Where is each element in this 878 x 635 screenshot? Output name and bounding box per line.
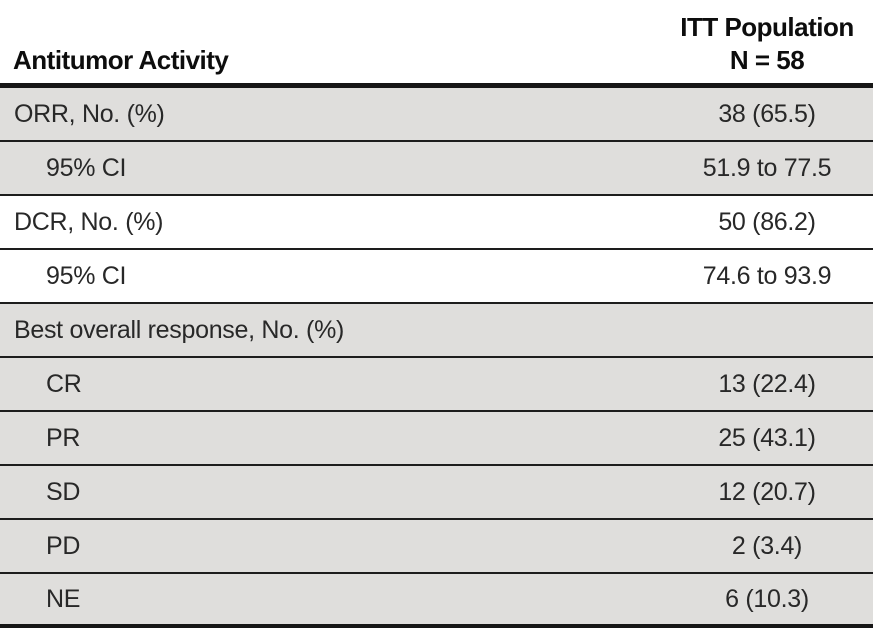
row-value: 50 (86.2) bbox=[718, 207, 816, 236]
row-label: PR bbox=[46, 423, 81, 452]
table-row-best-overall-response: Best overall response, No. (%) bbox=[0, 304, 873, 358]
table-row-sd: SD 12 (20.7) bbox=[0, 466, 873, 520]
table-row-orr: ORR, No. (%) 38 (65.5) bbox=[0, 88, 873, 142]
table-row-pr: PR 25 (43.1) bbox=[0, 412, 873, 466]
row-value: 6 (10.3) bbox=[725, 584, 809, 613]
table-row-cr: CR 13 (22.4) bbox=[0, 358, 873, 412]
row-value: 38 (65.5) bbox=[718, 99, 816, 128]
row-label: 95% CI bbox=[46, 261, 127, 290]
table-row-dcr-ci: 95% CI 74.6 to 93.9 bbox=[0, 250, 873, 304]
column-header-antitumor-activity: Antitumor Activity bbox=[13, 45, 229, 75]
row-label: ORR, No. (%) bbox=[14, 99, 165, 128]
row-label: 95% CI bbox=[46, 153, 127, 182]
row-label: NE bbox=[46, 584, 81, 613]
row-label: DCR, No. (%) bbox=[14, 207, 164, 236]
row-value: 13 (22.4) bbox=[718, 369, 816, 398]
table-row-pd: PD 2 (3.4) bbox=[0, 520, 873, 574]
table-row-ne: NE 6 (10.3) bbox=[0, 574, 873, 628]
row-value: 51.9 to 77.5 bbox=[702, 153, 832, 182]
table-row-orr-ci: 95% CI 51.9 to 77.5 bbox=[0, 142, 873, 196]
itt-population-label: ITT Population bbox=[680, 12, 854, 42]
row-value: 74.6 to 93.9 bbox=[702, 261, 832, 290]
row-value: 2 (3.4) bbox=[731, 531, 803, 560]
row-label: PD bbox=[46, 531, 81, 560]
row-value: 25 (43.1) bbox=[718, 423, 816, 452]
row-label: CR bbox=[46, 369, 82, 398]
row-value: 12 (20.7) bbox=[718, 477, 816, 506]
column-header-itt-population: ITT Population N = 58 bbox=[661, 11, 873, 83]
table-header-row: Antitumor Activity ITT Population N = 58 bbox=[0, 0, 873, 88]
sample-size-label: N = 58 bbox=[729, 45, 805, 75]
table-row-dcr: DCR, No. (%) 50 (86.2) bbox=[0, 196, 873, 250]
row-label: SD bbox=[46, 477, 81, 506]
row-label: Best overall response, No. (%) bbox=[14, 315, 345, 344]
